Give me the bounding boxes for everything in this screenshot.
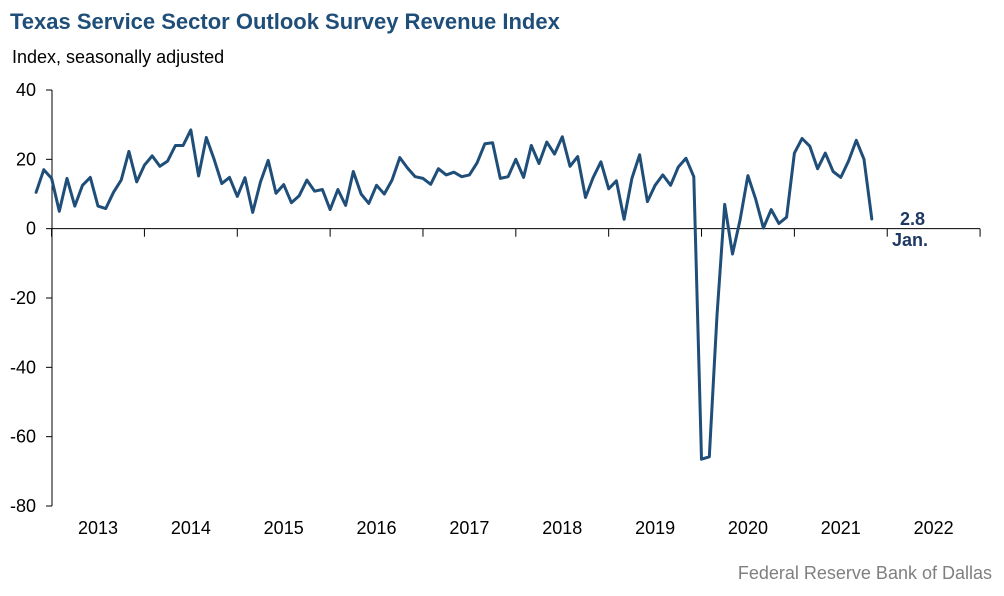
chart-title: Texas Service Sector Outlook Survey Reve… [10,9,560,34]
y-tick-label: -80 [10,496,36,516]
last-month-annotation: Jan. [892,230,928,250]
x-tick-label: 2022 [914,518,954,538]
source-credit: Federal Reserve Bank of Dallas [737,563,992,583]
x-tick-label: 2017 [449,518,489,538]
axes [46,89,981,507]
x-tick-label: 2021 [821,518,861,538]
plot-area [34,128,874,461]
x-tick-label: 2013 [78,518,118,538]
x-tick-label: 2019 [635,518,675,538]
y-tick-label: 20 [16,149,36,169]
y-tick-label: 0 [26,219,36,239]
y-tick-label: 40 [16,80,36,100]
x-tick-label: 2020 [728,518,768,538]
x-tick-label: 2014 [171,518,211,538]
x-tick-label: 2015 [264,518,304,538]
last-value-annotation: 2.8 [900,209,925,229]
y-tick-label: -40 [10,357,36,377]
x-tick-label: 2018 [542,518,582,538]
series-line-revenue-index [34,128,874,461]
y-tick-label: -20 [10,288,36,308]
y-axis-label: Index, seasonally adjusted [12,47,225,67]
x-tick-label: 2016 [357,518,397,538]
tick-labels: 40 20 0 -20 -40 -60 -80 2013 2014 2015 2016 2017 201… [10,80,954,538]
y-tick-label: -60 [10,427,36,447]
